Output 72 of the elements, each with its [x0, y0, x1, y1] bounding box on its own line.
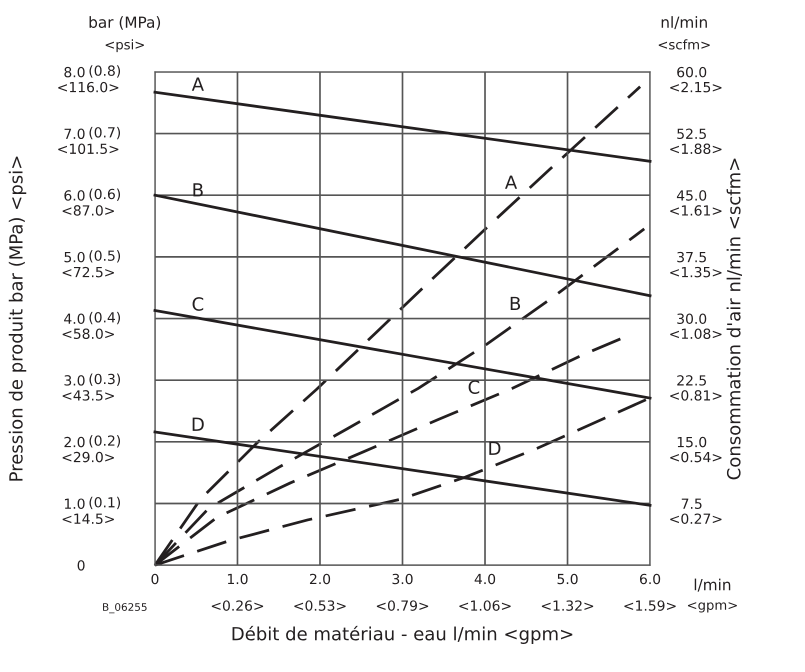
text: <1.08> — [670, 328, 722, 339]
y2-tick-label: 37.5 — [677, 252, 706, 262]
y-tick-label: 5.0 — [64, 252, 85, 262]
y-tick-label: 4.0 — [64, 313, 85, 324]
text: <72.5> — [62, 266, 114, 278]
y-tick-label: 0 — [78, 560, 85, 571]
text: <0.81> — [670, 390, 722, 401]
y-tick-label: 8.0 — [64, 66, 85, 78]
text: (0.2) — [89, 435, 120, 448]
x-axis-title: Débit de matériau - eau l/min <gpm> — [232, 626, 572, 644]
text: <43.5> — [62, 390, 114, 401]
x-tick-label: 2.0 — [310, 574, 330, 584]
y-tick-label: 3.0 — [64, 375, 85, 386]
y2-tick-label: 7.5 — [682, 498, 702, 509]
text: <2.15> — [670, 82, 722, 92]
y-tick-label: 1.0 — [64, 498, 85, 509]
text: <1.59> — [624, 600, 676, 611]
text: <58.0> — [62, 328, 114, 339]
y-tick-label: 6.0 — [64, 190, 85, 201]
x-tick-label: 1.0 — [228, 574, 248, 584]
y-tick-label: 7.0 — [64, 128, 85, 140]
text: <1.88> — [670, 144, 722, 154]
x-tick-label: 4.0 — [474, 574, 496, 584]
text: <29.0> — [62, 452, 114, 462]
text: (0.7) — [89, 126, 120, 140]
y2-tick-label: 45.0 — [676, 190, 706, 201]
text: <1.35> — [670, 266, 722, 278]
y2-tick-label: 30.0 — [677, 313, 706, 324]
x-tick-label: 0 — [151, 574, 158, 584]
text: <0.53> — [294, 600, 346, 611]
text: (0.6) — [89, 188, 120, 201]
text: <87.0> — [62, 205, 114, 216]
text: (0.4) — [89, 312, 120, 324]
annotation: D — [489, 442, 500, 455]
y-tick-label: 2.0 — [64, 436, 85, 448]
annotation: A — [505, 176, 518, 189]
annotation: C — [468, 380, 480, 394]
text: <0.54> — [670, 452, 722, 462]
text: <14.5> — [62, 514, 114, 524]
text: <0.79> — [376, 600, 428, 611]
x-tick-label: 6.0 — [640, 574, 660, 584]
y2-tick-label: 52.5 — [677, 128, 706, 140]
y2-axis-title: Consommation d'air nl/min <scfm> — [726, 158, 742, 480]
text: (0.8) — [89, 65, 120, 78]
y2-tick-label: 22.5 — [677, 375, 706, 386]
text: B_06255 — [103, 603, 147, 614]
text: <1.32> — [542, 600, 594, 611]
y-axis-title: Pression de produit bar (MPa) <psi> — [8, 156, 26, 481]
annotation: A — [192, 78, 204, 91]
annotation: B — [510, 296, 520, 310]
text: bar (MPa) — [90, 16, 160, 30]
text: (0.5) — [89, 250, 120, 263]
y2-tick-label: 15.0 — [678, 436, 706, 448]
text: (0.3) — [89, 373, 120, 386]
x-tick-label: 5.0 — [558, 574, 578, 584]
text: <0.26> — [212, 600, 264, 611]
text: <gpm> — [688, 602, 737, 613]
x-tick-label: 3.0 — [392, 574, 413, 584]
text: <psi> — [106, 39, 144, 52]
text: l/min — [694, 578, 730, 592]
annotation: D — [192, 418, 204, 431]
text: <scfm> — [658, 39, 710, 50]
y2-tick-label: 60.0 — [677, 66, 706, 78]
text: <101.5> — [58, 144, 118, 154]
text: (0.1) — [89, 496, 120, 510]
text: <116.0> — [58, 82, 118, 92]
annotation: C — [192, 297, 204, 311]
text: <1.61> — [670, 205, 722, 216]
text: <1.06> — [459, 600, 511, 611]
annotation: B — [193, 183, 203, 196]
text: nl/min — [662, 16, 707, 30]
text: <0.27> — [670, 513, 722, 524]
